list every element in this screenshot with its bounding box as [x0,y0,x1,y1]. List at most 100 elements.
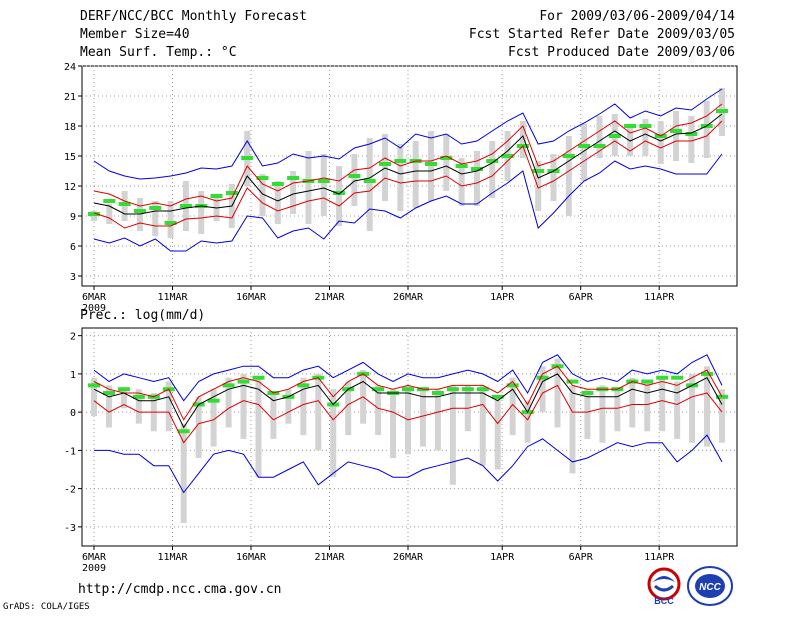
temp-x-tick-label: 6MAR [82,292,107,303]
prec-member-box [644,381,651,432]
prec-member-box [509,377,516,436]
prec-median-bar [461,387,474,392]
prec-x-tick-label: 11MAR [157,552,188,563]
temp-median-bar [716,109,728,113]
temp-year-label: 2009 [82,303,106,314]
temp-lower-blue-line [93,153,723,252]
prec-member-box [135,389,142,424]
prec-y-tick-label: 1 [70,370,76,381]
temp-member-box [412,141,419,208]
temp-member-box [366,138,373,231]
temp-y-tick-label: 15 [64,152,76,163]
temp-member-box [259,174,266,216]
temp-member-box [351,154,358,206]
prec-member-box [91,377,97,416]
temp-member-box [458,158,465,206]
temp-median-bar [164,221,177,225]
prec-median-bar [252,375,265,380]
temp-median-bar [639,124,652,128]
prec-member-box [330,389,337,478]
temp-member-box [152,201,159,236]
temp-y-tick-label: 3 [70,272,76,283]
prec-upper-blue-line [93,354,723,402]
grads-credit: GrADS: COLA/IGES [3,602,90,612]
prec-member-box [494,396,501,470]
forecast-period: For 2009/03/06-2009/04/14 [539,9,735,24]
temp-median-bar [133,209,146,213]
prec-median-bar [656,375,669,380]
prec-median-bar [506,383,519,388]
temp-x-tick-label: 1APR [490,292,515,303]
temp-member-box [581,124,588,181]
prec-median-bar [701,371,714,376]
ncc-logo: NCC [687,566,733,606]
prec-member-box [285,389,292,424]
temp-y-tick-label: 9 [70,212,76,223]
temp-member-box [688,116,695,163]
prec-member-box [105,385,112,428]
temp-y-tick-label: 12 [64,182,76,193]
temp-median-bar [562,154,575,158]
bcc-logo-text: BCC [654,596,674,606]
prec-member-box [629,377,636,428]
temp-member-box [167,201,174,238]
temp-member-box [305,151,312,224]
temp-upper-red-line [93,103,723,207]
temp-member-box [489,141,496,198]
temp-member-box [336,166,343,226]
temp-median-bar [593,144,606,148]
prec-member-box [674,381,681,439]
temp-median-bar [578,144,591,148]
temp-median-bar [225,191,238,195]
temp-ensemble-mean-line [93,113,723,215]
temp-y-tick-label: 24 [64,62,76,73]
prec-member-box [120,389,127,409]
prec-x-tick-label: 11APR [644,552,675,563]
temp-median-bar [317,179,330,183]
temp-median-bar [394,159,407,163]
temp-member-box [703,101,710,158]
temp-member-box [106,204,113,224]
prec-member-box [569,385,576,474]
temp-member-box [320,154,327,216]
prec-lower-blue-line [94,434,723,494]
prec-member-box [704,366,711,447]
prec-median-bar [671,375,684,380]
started-refer-date: Fcst Started Refer Date 2009/03/05 [468,27,735,42]
temp-lower-red-line [93,120,723,229]
prec-member-box [210,389,217,447]
temp-median-bar [379,162,392,166]
prec-median-bar [716,394,728,399]
ncc-logo-text: NCC [699,582,721,593]
prec-median-bar [536,375,549,380]
temp-median-bar [624,124,637,128]
temp-median-bar [103,199,116,203]
temp-member-box [627,124,634,156]
bcc-logo: BCC [647,567,681,606]
temp-median-bar [118,202,131,206]
prec-member-box [270,393,277,439]
temp-median-bar [210,194,223,198]
prec-median-bar [476,387,489,392]
member-size: Member Size=40 [80,27,190,42]
prec-member-box [419,389,426,447]
prec-y-tick-label: -2 [64,485,76,496]
prec-y-tick-label: 0 [70,408,76,419]
footer-url[interactable]: http://cmdp.ncc.cma.gov.cn [78,582,282,597]
temp-median-bar [501,154,514,158]
temp-member-box [473,151,480,206]
temp-member-box [550,154,557,201]
temp-median-bar [287,176,300,180]
header-left: DERF/NCC/BCC Monthly Forecast Member Size… [80,8,307,62]
prec-median-bar [297,383,310,388]
prec-median-bar [177,429,190,434]
prec-member-box [225,377,232,428]
temp-median-bar [608,134,621,138]
prec-member-box [524,400,531,443]
temp-median-bar [241,156,254,160]
prec-median-bar [372,387,385,392]
prec-median-bar [237,379,250,384]
prec-median-bar [581,391,594,396]
prec-median-bar [222,383,235,388]
prec-member-box [180,423,187,524]
